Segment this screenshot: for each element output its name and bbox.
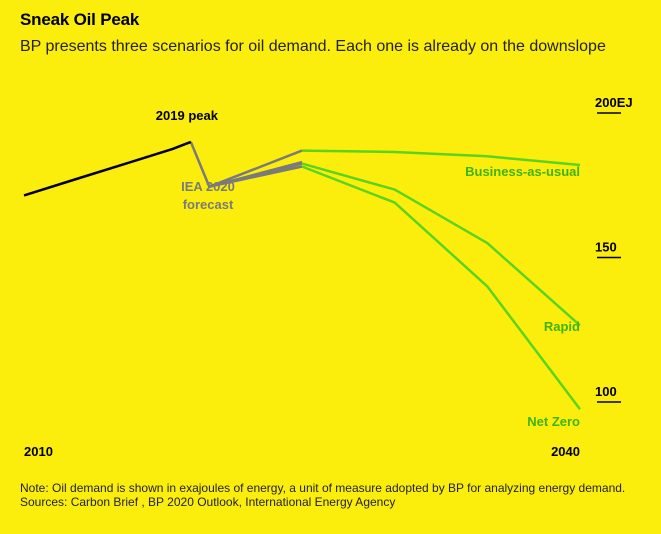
series-line-history (23, 140, 192, 197)
series-fan-iea-2 (209, 165, 303, 188)
series-line-bau (301, 149, 581, 167)
footer: Note: Oil demand is shown in exajoules o… (20, 481, 640, 509)
x-tick-label-2040: 2040 (551, 444, 580, 459)
series-label-rapid: Rapid (544, 319, 580, 334)
chart-title: Sneak Oil Peak (20, 10, 140, 29)
footer-sources: Sources: Carbon Brief , BP 2020 Outlook,… (20, 495, 396, 509)
annotation-iea-2020: IEA 2020 (181, 179, 235, 194)
series-label-netzero: Net Zero (527, 414, 580, 429)
y-tick-label-200: 200EJ (595, 95, 633, 110)
series-line-rapid (301, 162, 581, 327)
chart-subtitle: BP presents three scenarios for oil dema… (20, 38, 606, 55)
y-tick-label-100: 100 (595, 384, 617, 399)
x-tick-label-2010: 2010 (24, 444, 53, 459)
series-line-netzero (301, 165, 581, 410)
series-label-bau: Business-as-usual (465, 164, 580, 179)
footer-note: Note: Oil demand is shown in exajoules o… (20, 481, 626, 495)
annotation-2019-peak: 2019 peak (156, 108, 219, 123)
y-tick-label-150: 150 (595, 240, 617, 255)
annotation-iea-forecast: forecast (183, 197, 234, 212)
series-fan-iea-0 (208, 149, 303, 188)
